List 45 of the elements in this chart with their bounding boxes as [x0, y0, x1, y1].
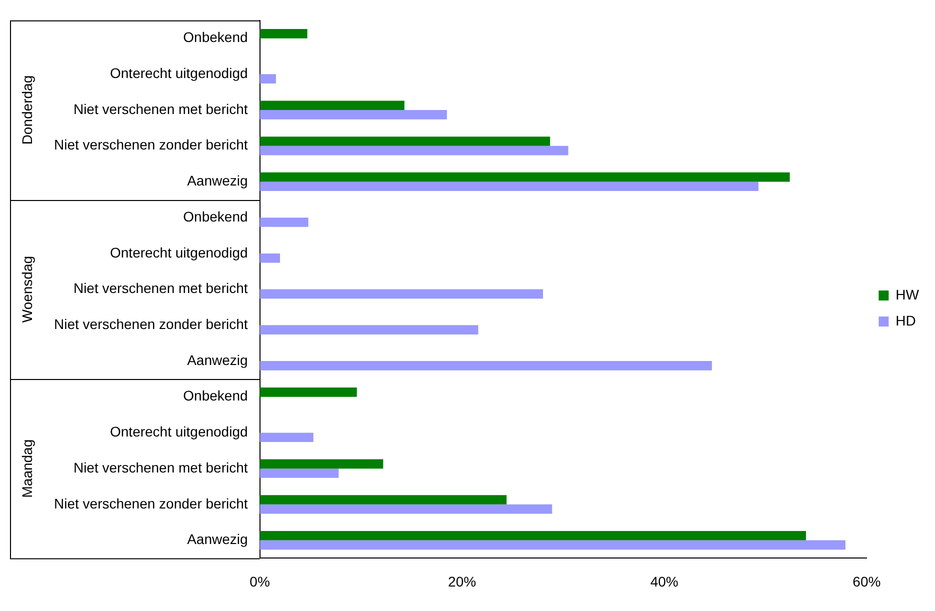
bar — [260, 182, 758, 192]
bar — [260, 253, 280, 263]
bar — [260, 146, 568, 156]
bar — [260, 74, 276, 84]
x-tick-label: 40% — [650, 573, 678, 590]
y-tick-label: Aanwezig — [187, 531, 248, 548]
legend-label: HD — [896, 312, 916, 328]
y-tick-label: Niet verschenen met bericht — [73, 459, 248, 476]
bar — [260, 100, 404, 110]
y-tick-label: Onterecht uitgenodigd — [110, 244, 248, 260]
bar — [260, 361, 712, 370]
bar — [260, 289, 543, 299]
x-tick-label: 0% — [250, 573, 270, 590]
y-tick-label: Niet verschenen zonder bericht — [54, 495, 248, 512]
x-tick-label: 60% — [852, 573, 881, 590]
bar — [260, 110, 447, 120]
bar — [260, 172, 790, 182]
y-tick-label: Onterecht uitgenodigd — [110, 65, 248, 82]
y-tick-label: Niet verschenen met bericht — [73, 280, 248, 296]
y-tick-label: Onbekend — [183, 29, 248, 46]
bar — [260, 530, 806, 540]
y-tick-label: Niet verschenen met bericht — [73, 100, 248, 117]
bar — [260, 540, 846, 550]
text: Woensdag — [18, 256, 35, 323]
x-tick-label: 20% — [448, 573, 476, 590]
y-tick-label: Aanwezig — [187, 352, 248, 368]
text: Donderdag — [18, 75, 35, 145]
text: Maandag — [18, 439, 35, 498]
bar — [260, 468, 339, 478]
bar — [260, 29, 308, 38]
y-tick-label: Niet verschenen zonder bericht — [54, 136, 248, 153]
y-tick-label: Aanwezig — [187, 172, 248, 189]
y-tick-label: Onterecht uitgenodigd — [110, 424, 248, 440]
bar — [260, 325, 478, 334]
y-tick-label: Niet verschenen zonder bericht — [54, 316, 248, 332]
bar — [260, 136, 550, 146]
bar — [260, 504, 552, 514]
y-tick-label: Onbekend — [183, 388, 248, 404]
bar — [260, 495, 507, 504]
bar — [260, 432, 314, 442]
bar — [260, 459, 384, 469]
y-tick-label: Onbekend — [183, 208, 248, 224]
bar — [260, 218, 308, 227]
legend-label: HW — [896, 286, 920, 302]
bar — [260, 388, 357, 397]
